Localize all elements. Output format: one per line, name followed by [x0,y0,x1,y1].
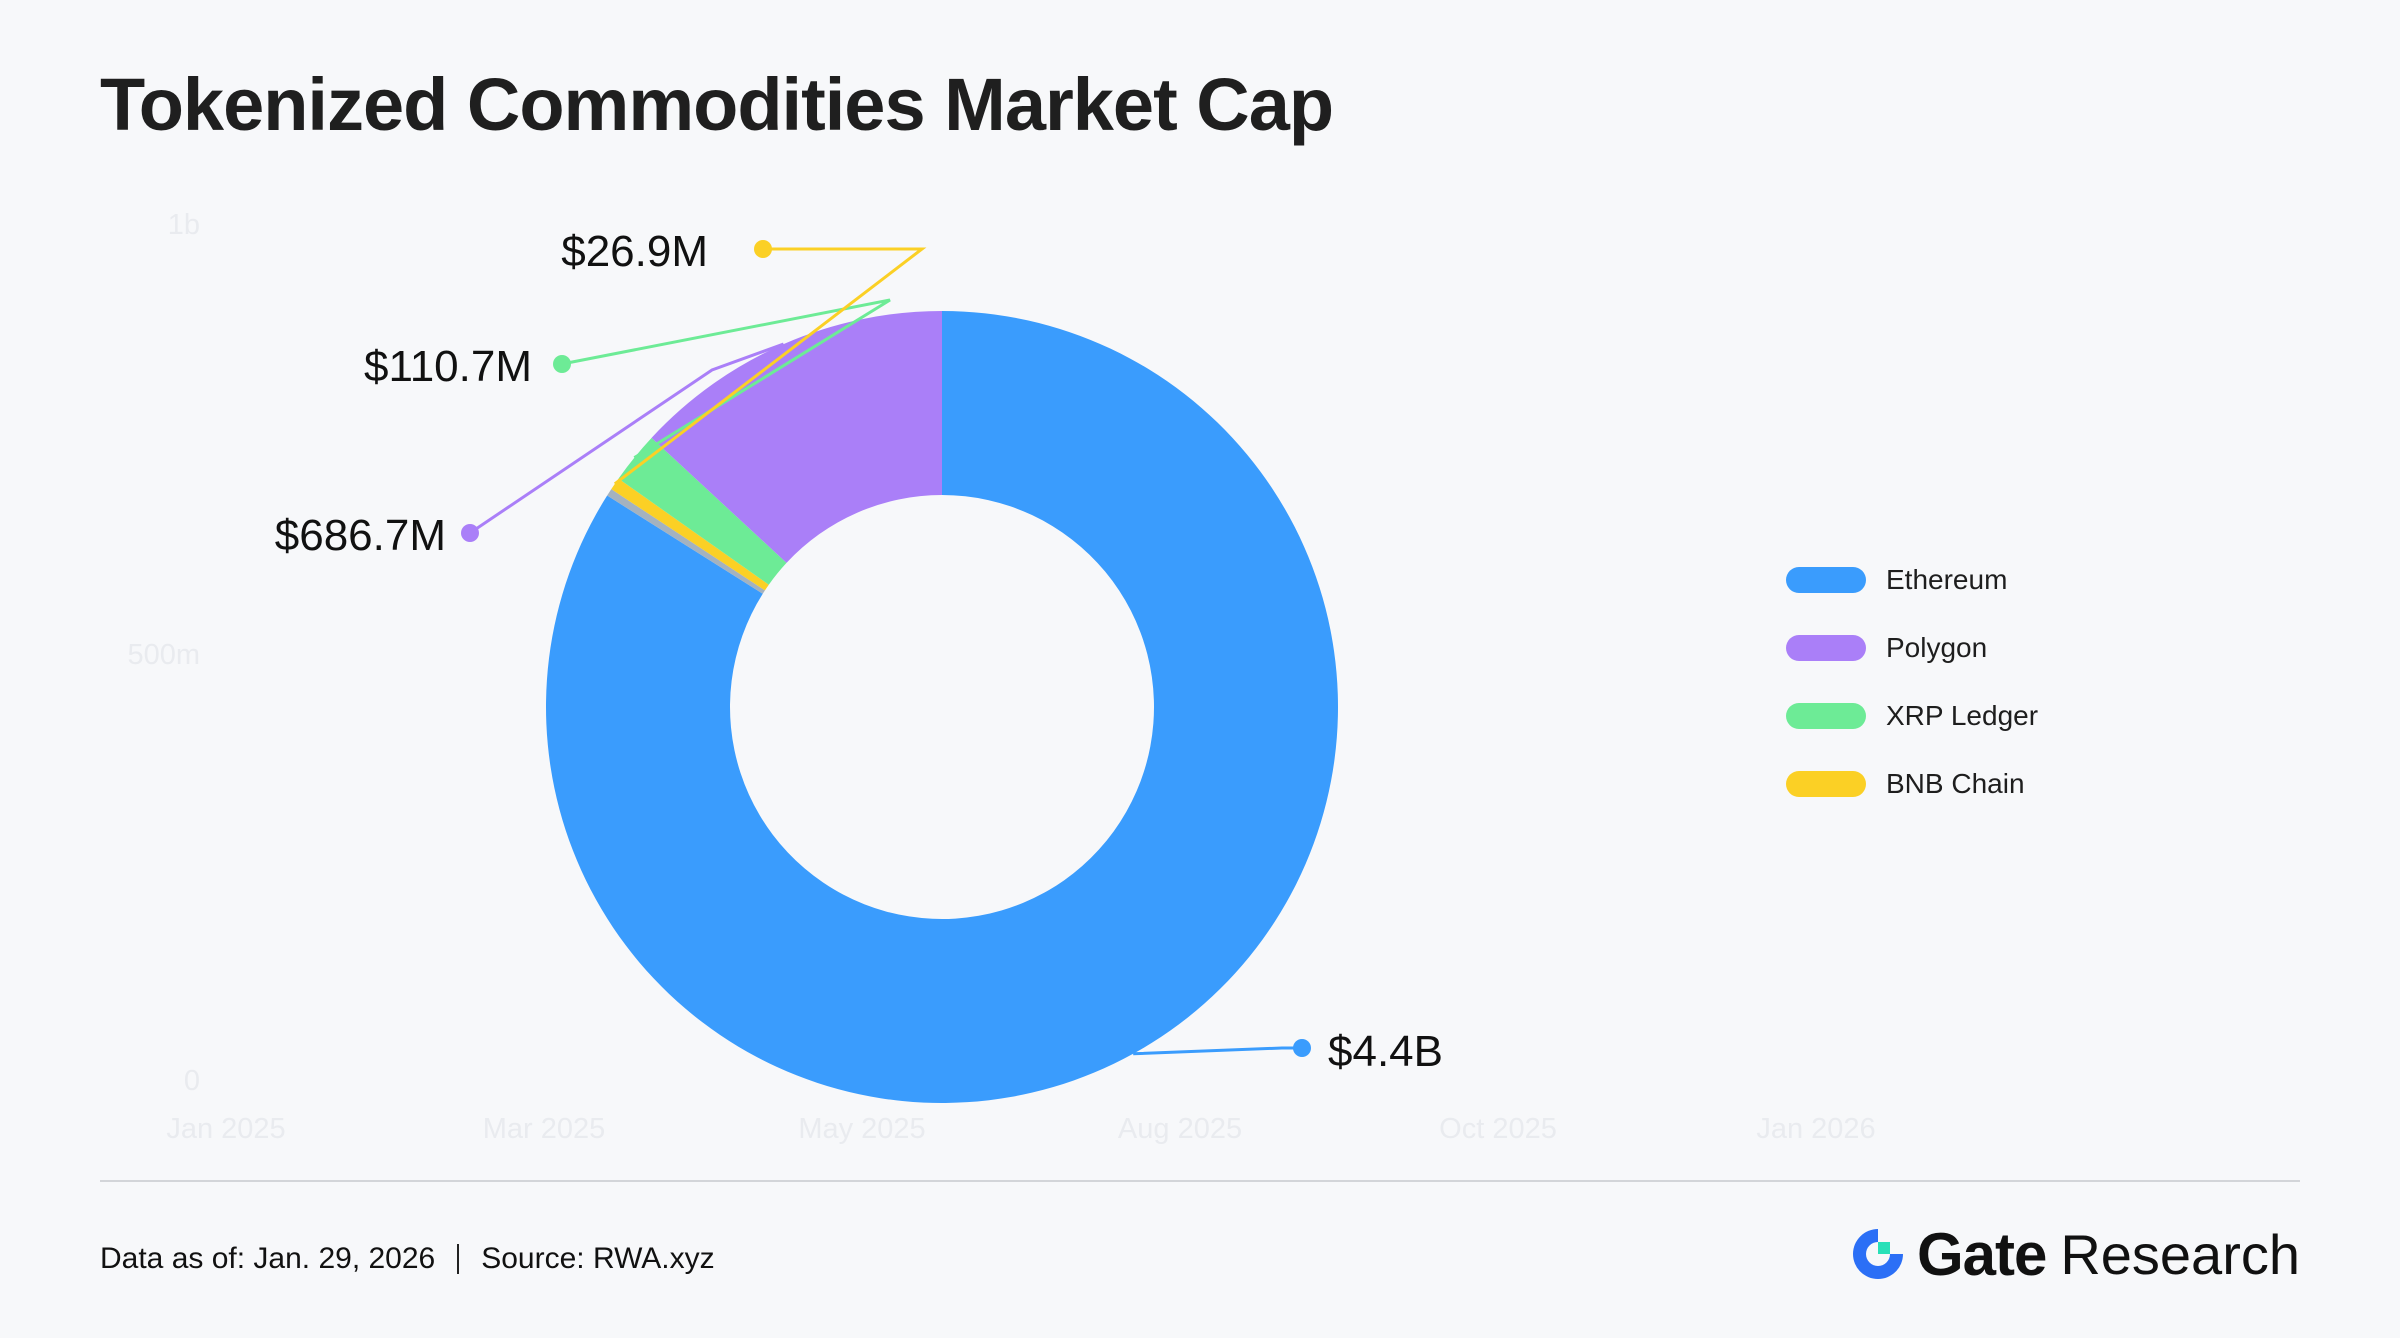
footer-divider [100,1180,2300,1182]
brand-name: Gate [1916,1220,2047,1288]
legend-item-polygon[interactable]: Polygon [1786,614,2038,682]
bg-x-tick: May 2025 [798,1113,925,1145]
brand-suffix: Research [2060,1222,2300,1286]
leader-dot [1293,1039,1311,1057]
gate-logo-icon [1852,1229,1903,1279]
bg-x-tick: Jan 2026 [1756,1113,1875,1145]
legend-label: Polygon [1886,632,1988,663]
legend-item-ethereum[interactable]: Ethereum [1786,546,2038,614]
legend-swatch [1786,703,1866,729]
leader-dot [754,240,772,258]
leader-dot [461,524,479,542]
bg-x-tick: Oct 2025 [1439,1113,1557,1145]
slice-polygon[interactable] [651,311,942,563]
chart-title: Tokenized Commodities Market Cap [100,63,1334,146]
data-label-bnb-chain: $26.9M [561,227,708,276]
legend-label: XRP Ledger [1886,700,2039,731]
brand-logo: Gate Research [1849,1220,2300,1288]
donut-chart: 1b 500m 0 Jan 2025 Mar 2025 May 2025 Aug 2025 O… [127,209,1875,1145]
slice-labels: $4.4B $686.7M $110.7M $26.9M [275,227,1443,1076]
footer: Data as of: Jan. 29, 2026 Source: RWA.xy… [100,1242,715,1276]
leader-line-bnb-chain [613,247,927,486]
data-label-xrp-ledger: $110.7M [364,342,532,391]
data-as-of: Data as of: Jan. 29, 2026 [100,1242,436,1275]
leader-line-ethereum [1133,1046,1302,1056]
donut-slices [546,311,1338,1103]
footer-separator [457,1244,460,1274]
source-text: Source: RWA.xyz [481,1242,715,1275]
legend-item-bnb-chain[interactable]: BNB Chain [1786,750,2038,818]
legend-label: Ethereum [1886,564,2008,595]
bg-y-tick: 1b [168,209,200,241]
bg-y-tick: 0 [184,1065,200,1097]
legend-swatch [1786,771,1866,797]
slice-bnb-chain[interactable] [611,478,769,591]
leader-lines [461,240,1311,1057]
bg-x-tick: Jan 2025 [166,1113,285,1145]
legend-label: BNB Chain [1886,768,2025,799]
slice-ethereum[interactable] [546,311,1338,1103]
bg-x-tick: Aug 2025 [1118,1113,1242,1145]
bg-y-tick: 500m [127,639,200,671]
legend-swatch [1786,635,1866,661]
data-label-polygon: $686.7M [275,511,446,560]
slice-other[interactable] [607,489,765,594]
legend-swatch [1786,567,1866,593]
data-label-ethereum: $4.4B [1328,1027,1443,1076]
bg-x-tick: Mar 2025 [483,1113,606,1145]
legend-item-xrp-ledger[interactable]: XRP Ledger [1786,682,2038,750]
leader-line-polygon [469,342,785,535]
background-axis: 1b 500m 0 Jan 2025 Mar 2025 May 2025 Aug 2025 O… [127,209,1875,1145]
leader-dot [553,355,571,373]
legend: Ethereum Polygon XRP Ledger BNB Chain [1786,546,2038,818]
slice-xrp-ledger[interactable] [618,437,787,585]
